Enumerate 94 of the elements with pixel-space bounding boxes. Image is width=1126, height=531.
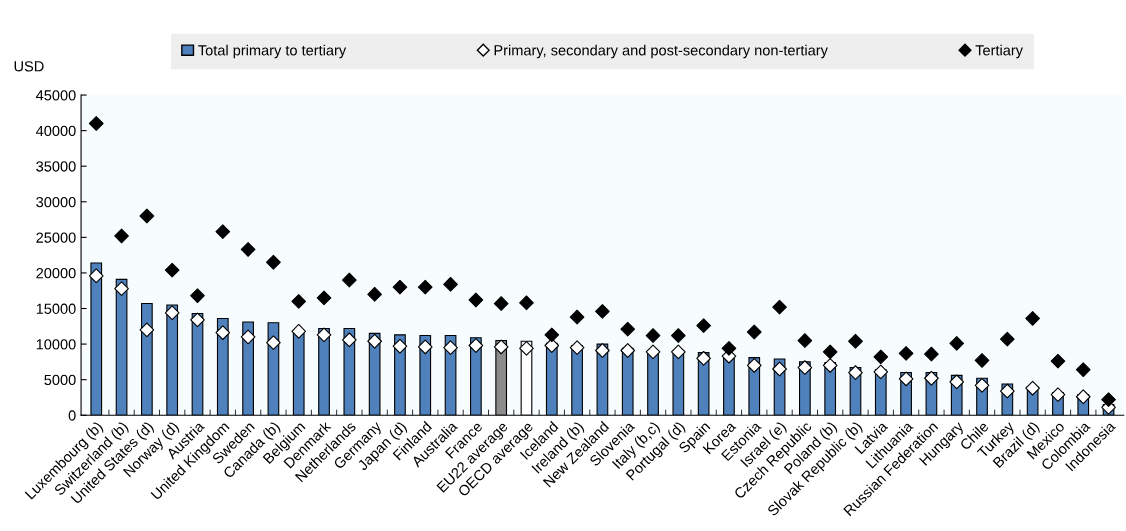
point xyxy=(595,343,610,358)
point xyxy=(468,292,484,308)
point xyxy=(848,365,863,380)
y-tick-label: 40000 xyxy=(36,125,76,137)
point xyxy=(544,327,560,343)
point xyxy=(1025,311,1040,326)
point xyxy=(873,349,889,365)
point xyxy=(670,344,686,360)
point xyxy=(822,358,838,373)
point xyxy=(139,322,155,338)
point xyxy=(443,340,458,356)
point xyxy=(190,312,205,328)
point xyxy=(746,358,762,373)
point xyxy=(569,340,585,356)
point xyxy=(215,224,231,240)
point xyxy=(873,364,889,380)
y-tick-label: 0 xyxy=(68,410,76,421)
point xyxy=(468,338,484,353)
point xyxy=(1075,389,1091,405)
point xyxy=(114,228,129,244)
point xyxy=(266,335,281,351)
point xyxy=(670,328,686,343)
point xyxy=(240,329,256,345)
point xyxy=(88,268,104,284)
y-tick-label: 20000 xyxy=(36,268,76,279)
point xyxy=(240,242,256,257)
y-tick-label: 5000 xyxy=(44,374,76,386)
point xyxy=(797,360,813,375)
point xyxy=(721,340,737,356)
point xyxy=(341,272,357,288)
point xyxy=(974,353,990,368)
legend-label: Total primary to tertiary xyxy=(198,44,347,59)
point xyxy=(772,361,787,377)
y-axis-title: USD xyxy=(14,61,44,72)
point xyxy=(215,325,231,341)
point xyxy=(316,327,332,343)
point xyxy=(190,288,205,304)
point xyxy=(1075,362,1091,378)
point xyxy=(291,323,307,339)
point xyxy=(1050,353,1066,369)
point xyxy=(620,343,636,358)
point xyxy=(88,116,104,131)
legend-label: Primary, secondary and post-secondary non-tertiary xyxy=(494,44,828,59)
point xyxy=(114,281,129,296)
point xyxy=(1025,380,1040,396)
point xyxy=(620,321,636,337)
point xyxy=(1050,387,1066,402)
point xyxy=(595,303,610,319)
point xyxy=(1101,392,1116,407)
point xyxy=(746,324,762,340)
point xyxy=(924,370,939,386)
point xyxy=(392,338,408,354)
y-tick-label: 30000 xyxy=(36,196,76,208)
point xyxy=(974,377,990,393)
point xyxy=(266,254,281,270)
y-tick-label: 25000 xyxy=(36,232,76,243)
point xyxy=(645,328,661,343)
legend-label: Tertiary xyxy=(975,44,1023,59)
point xyxy=(949,374,965,390)
point xyxy=(367,286,382,302)
y-tick-label: 10000 xyxy=(36,339,76,350)
point xyxy=(924,346,939,362)
point xyxy=(291,294,307,309)
point xyxy=(164,305,180,321)
point xyxy=(443,276,458,292)
point xyxy=(569,309,585,325)
point xyxy=(367,333,382,349)
point xyxy=(696,318,711,333)
point xyxy=(392,279,408,295)
point xyxy=(848,333,863,349)
point xyxy=(898,345,914,361)
point xyxy=(417,339,433,355)
point xyxy=(898,371,914,387)
point xyxy=(493,296,509,311)
point xyxy=(519,295,534,311)
point xyxy=(645,344,661,360)
point xyxy=(164,262,180,278)
point xyxy=(341,332,357,348)
point xyxy=(772,299,787,315)
point xyxy=(417,279,433,295)
y-tick-label: 45000 xyxy=(36,90,76,101)
point xyxy=(139,208,155,224)
point xyxy=(999,331,1015,347)
point xyxy=(316,290,332,306)
point xyxy=(949,336,965,351)
y-tick-label: 35000 xyxy=(36,161,76,172)
point xyxy=(696,350,711,366)
point xyxy=(822,344,838,360)
point xyxy=(544,338,560,353)
y-tick-label: 15000 xyxy=(36,303,76,314)
point xyxy=(493,339,509,355)
point xyxy=(797,333,813,348)
point xyxy=(999,383,1015,399)
point xyxy=(519,340,534,356)
